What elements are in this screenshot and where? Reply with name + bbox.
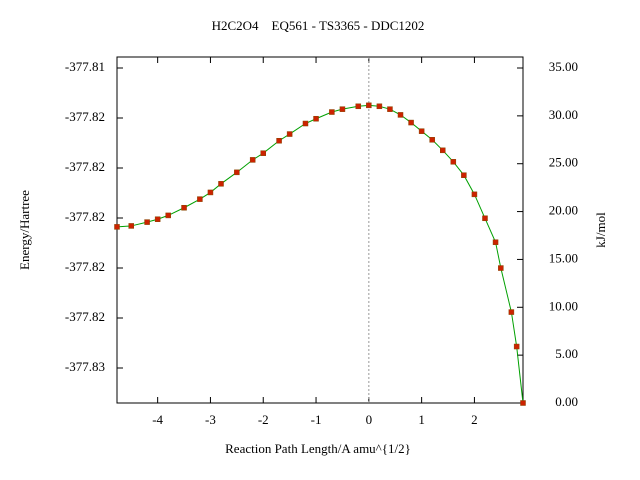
point-marker (181, 204, 187, 211)
point-marker (498, 265, 504, 271)
series-line (116, 104, 524, 404)
y2-tick-label: 0.00 (555, 394, 578, 409)
point-marker (313, 115, 319, 122)
y2-tick-label: 35.00 (549, 59, 578, 74)
point-marker (450, 159, 457, 165)
point-marker (114, 224, 120, 230)
point-marker (376, 103, 383, 110)
y2-tick-label: 30.00 (549, 107, 578, 122)
x-tick-label: -1 (311, 412, 322, 427)
y2-tick-label: 15.00 (549, 250, 578, 265)
point-marker (397, 112, 404, 118)
point-marker (418, 128, 425, 134)
point-marker (144, 219, 150, 225)
point-marker (366, 102, 372, 109)
y2-axis-label: kJ/mol (593, 212, 608, 248)
y-tick-label: -377.81 (65, 59, 105, 74)
x-tick-label: -4 (152, 412, 163, 427)
point-marker (234, 169, 240, 176)
point-marker (197, 196, 203, 202)
point-marker (286, 131, 293, 137)
plot-frame (116, 56, 524, 404)
point-marker (165, 212, 171, 219)
x-tick-label: 2 (471, 412, 478, 427)
point-marker (218, 181, 224, 187)
x-axis-label: Reaction Path Length/A amu^{1/2} (225, 441, 411, 456)
point-marker (471, 191, 478, 198)
point-marker (482, 215, 488, 222)
y2-tick-label: 10.00 (549, 298, 578, 313)
x-tick-label: -2 (258, 412, 269, 427)
x-tick-label: 1 (418, 412, 425, 427)
y2-tick-label: 25.00 (549, 155, 578, 170)
point-marker (154, 216, 161, 222)
y-tick-label: -377.82 (65, 209, 105, 224)
point-marker (513, 343, 520, 350)
point-marker (387, 106, 393, 112)
chart-title: H2C2O4 EQ561 - TS3365 - DDC1202 (212, 18, 425, 33)
y-tick-label: -377.83 (65, 359, 105, 374)
point-marker (492, 239, 499, 245)
point-marker (408, 119, 414, 126)
y-tick-label: -377.82 (65, 109, 105, 124)
point-marker (260, 150, 266, 156)
point-marker (329, 109, 335, 115)
point-marker (207, 189, 214, 196)
point-marker (339, 106, 346, 112)
point-marker (508, 309, 515, 315)
point-marker (355, 103, 362, 110)
point-marker (302, 120, 309, 127)
y-tick-label: -377.82 (65, 259, 105, 274)
y2-tick-label: 20.00 (549, 203, 578, 218)
point-marker (128, 223, 135, 229)
x-tick-label: -3 (205, 412, 216, 427)
y-tick-label: -377.82 (65, 309, 105, 324)
y-axis-label: Energy/Hartree (17, 190, 32, 270)
y2-tick-label: 5.00 (555, 346, 578, 361)
point-marker (440, 147, 446, 154)
x-tick-label: 0 (366, 412, 373, 427)
point-marker (461, 172, 467, 178)
point-marker (429, 137, 435, 143)
point-marker (276, 137, 282, 144)
point-marker (520, 400, 526, 406)
point-marker (249, 157, 256, 163)
y-tick-label: -377.82 (65, 159, 105, 174)
